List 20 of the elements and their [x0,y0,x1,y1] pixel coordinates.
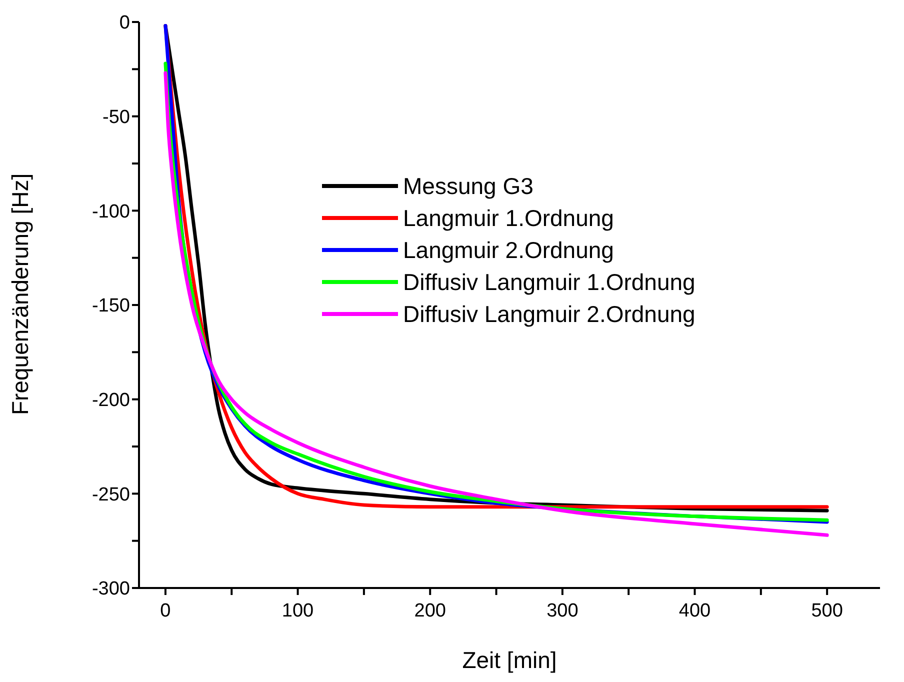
legend-label: Diffusiv Langmuir 2.Ordnung [403,300,696,328]
y-tick-label: -100 [92,201,130,222]
y-tick-label: -150 [92,296,130,317]
legend-label: Messung G3 [403,172,534,200]
y-tick-label: -50 [102,107,130,128]
y-tick-label: -200 [92,390,130,412]
legend-label: Diffusiv Langmuir 1.Ordnung [403,268,696,296]
x-tick-label: 300 [546,600,578,622]
x-tick-label: 500 [811,600,843,622]
y-tick-label: -250 [92,484,130,506]
y-axis-title: Frequenzänderung [Hz] [7,173,34,415]
legend-label: Langmuir 1.Ordnung [403,204,614,232]
y-tick-label: -300 [92,578,130,600]
x-tick-label: 100 [282,600,314,622]
legend-label: Langmuir 2.Ordnung [403,236,614,264]
x-tick-label: 400 [678,600,711,622]
x-tick-label: 0 [160,600,171,622]
y-tick-label: 0 [119,12,130,34]
x-tick-label: 200 [414,600,446,622]
x-axis-title: Zeit [min] [462,647,557,673]
